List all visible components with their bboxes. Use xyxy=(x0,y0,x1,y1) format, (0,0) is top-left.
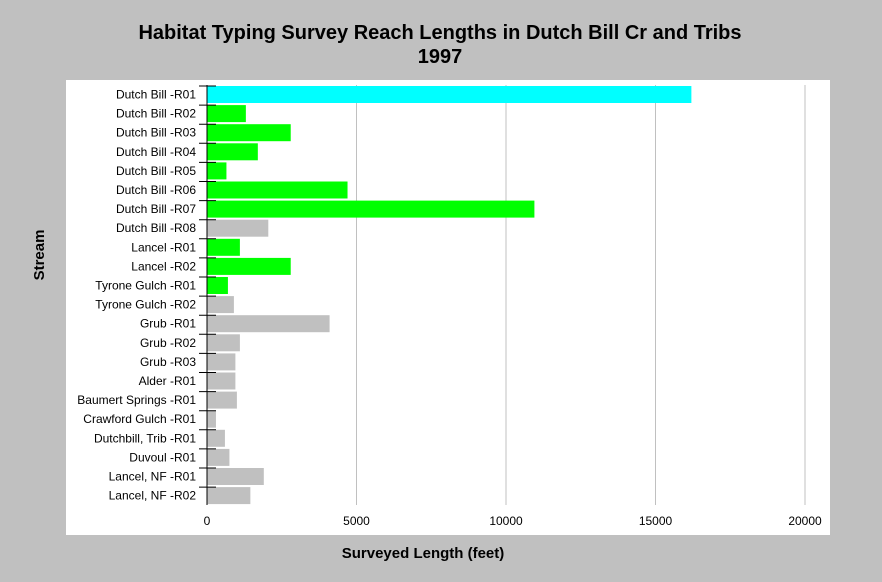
bar xyxy=(207,334,240,352)
y-axis-title: Stream xyxy=(31,230,48,281)
bar-layer xyxy=(207,86,692,505)
bar xyxy=(207,162,227,180)
y-tick-label: Tyrone Gulch -R01 xyxy=(95,279,196,293)
y-tick-label: Alder -R01 xyxy=(139,374,197,388)
y-tick-label: Lancel -R02 xyxy=(131,259,196,273)
y-tick-label: Dutch Bill -R01 xyxy=(116,88,196,102)
chart-title-line1: Habitat Typing Survey Reach Lengths in D… xyxy=(138,22,741,44)
x-tick-label: 20000 xyxy=(788,514,822,528)
bar xyxy=(207,219,269,237)
bar xyxy=(207,391,237,409)
x-tick-label: 0 xyxy=(204,514,211,528)
bar xyxy=(207,315,330,333)
y-tick-label: Tyrone Gulch -R02 xyxy=(95,298,196,312)
y-tick-label: Dutch Bill -R05 xyxy=(116,164,196,178)
y-tick-label: Baumert Springs -R01 xyxy=(77,393,196,407)
bar xyxy=(207,181,348,199)
y-tick-label: Lancel, NF -R01 xyxy=(109,470,197,484)
x-tick-label: 10000 xyxy=(489,514,523,528)
x-tick-label: 5000 xyxy=(343,514,370,528)
y-tick-label: Dutch Bill -R03 xyxy=(116,126,196,140)
y-tick-label: Dutch Bill -R06 xyxy=(116,183,196,197)
y-tick-label: Dutch Bill -R02 xyxy=(116,107,196,121)
y-tick-label: Grub -R02 xyxy=(140,336,196,350)
y-tick-label: Crawford Gulch -R01 xyxy=(83,412,196,426)
y-tick-label: Grub -R03 xyxy=(140,355,196,369)
bar xyxy=(207,105,246,123)
x-axis-title: Surveyed Length (feet) xyxy=(342,545,505,562)
grid-layer xyxy=(356,85,806,505)
y-tick-label: Grub -R01 xyxy=(140,317,196,331)
x-tick-label: 15000 xyxy=(639,514,673,528)
x-tick-labels: 0 5000 10000 15000 20000 xyxy=(204,514,822,528)
plot-area xyxy=(66,80,830,535)
bar xyxy=(207,143,258,161)
bar xyxy=(207,468,264,485)
y-tick-label: Lancel -R01 xyxy=(131,240,196,254)
y-tick-label: Dutch Bill -R07 xyxy=(116,202,196,216)
bar xyxy=(207,238,240,256)
bar xyxy=(207,448,230,466)
y-tick-labels: Dutch Bill -R01 Dutch Bill -R02 Dutch Bill… xyxy=(77,88,196,503)
bar xyxy=(207,86,692,103)
y-tick-label: Lancel, NF -R02 xyxy=(109,489,197,503)
bar xyxy=(207,277,228,294)
bar xyxy=(207,410,216,428)
y-tick-label: Duvoul -R01 xyxy=(129,450,196,464)
y-tick-label: Dutch Bill -R04 xyxy=(116,145,196,159)
y-tick-label: Dutchbill, Trib -R01 xyxy=(94,431,196,445)
bar xyxy=(207,200,535,218)
bar xyxy=(207,487,251,505)
bar xyxy=(207,124,291,142)
bar xyxy=(207,372,236,390)
axis-layer xyxy=(199,85,216,505)
chart-title-line2: 1997 xyxy=(418,46,463,68)
y-tick-label: Dutch Bill -R08 xyxy=(116,221,196,235)
bar xyxy=(207,296,234,314)
bar xyxy=(207,353,236,371)
bar xyxy=(207,257,291,275)
bar xyxy=(207,429,225,447)
